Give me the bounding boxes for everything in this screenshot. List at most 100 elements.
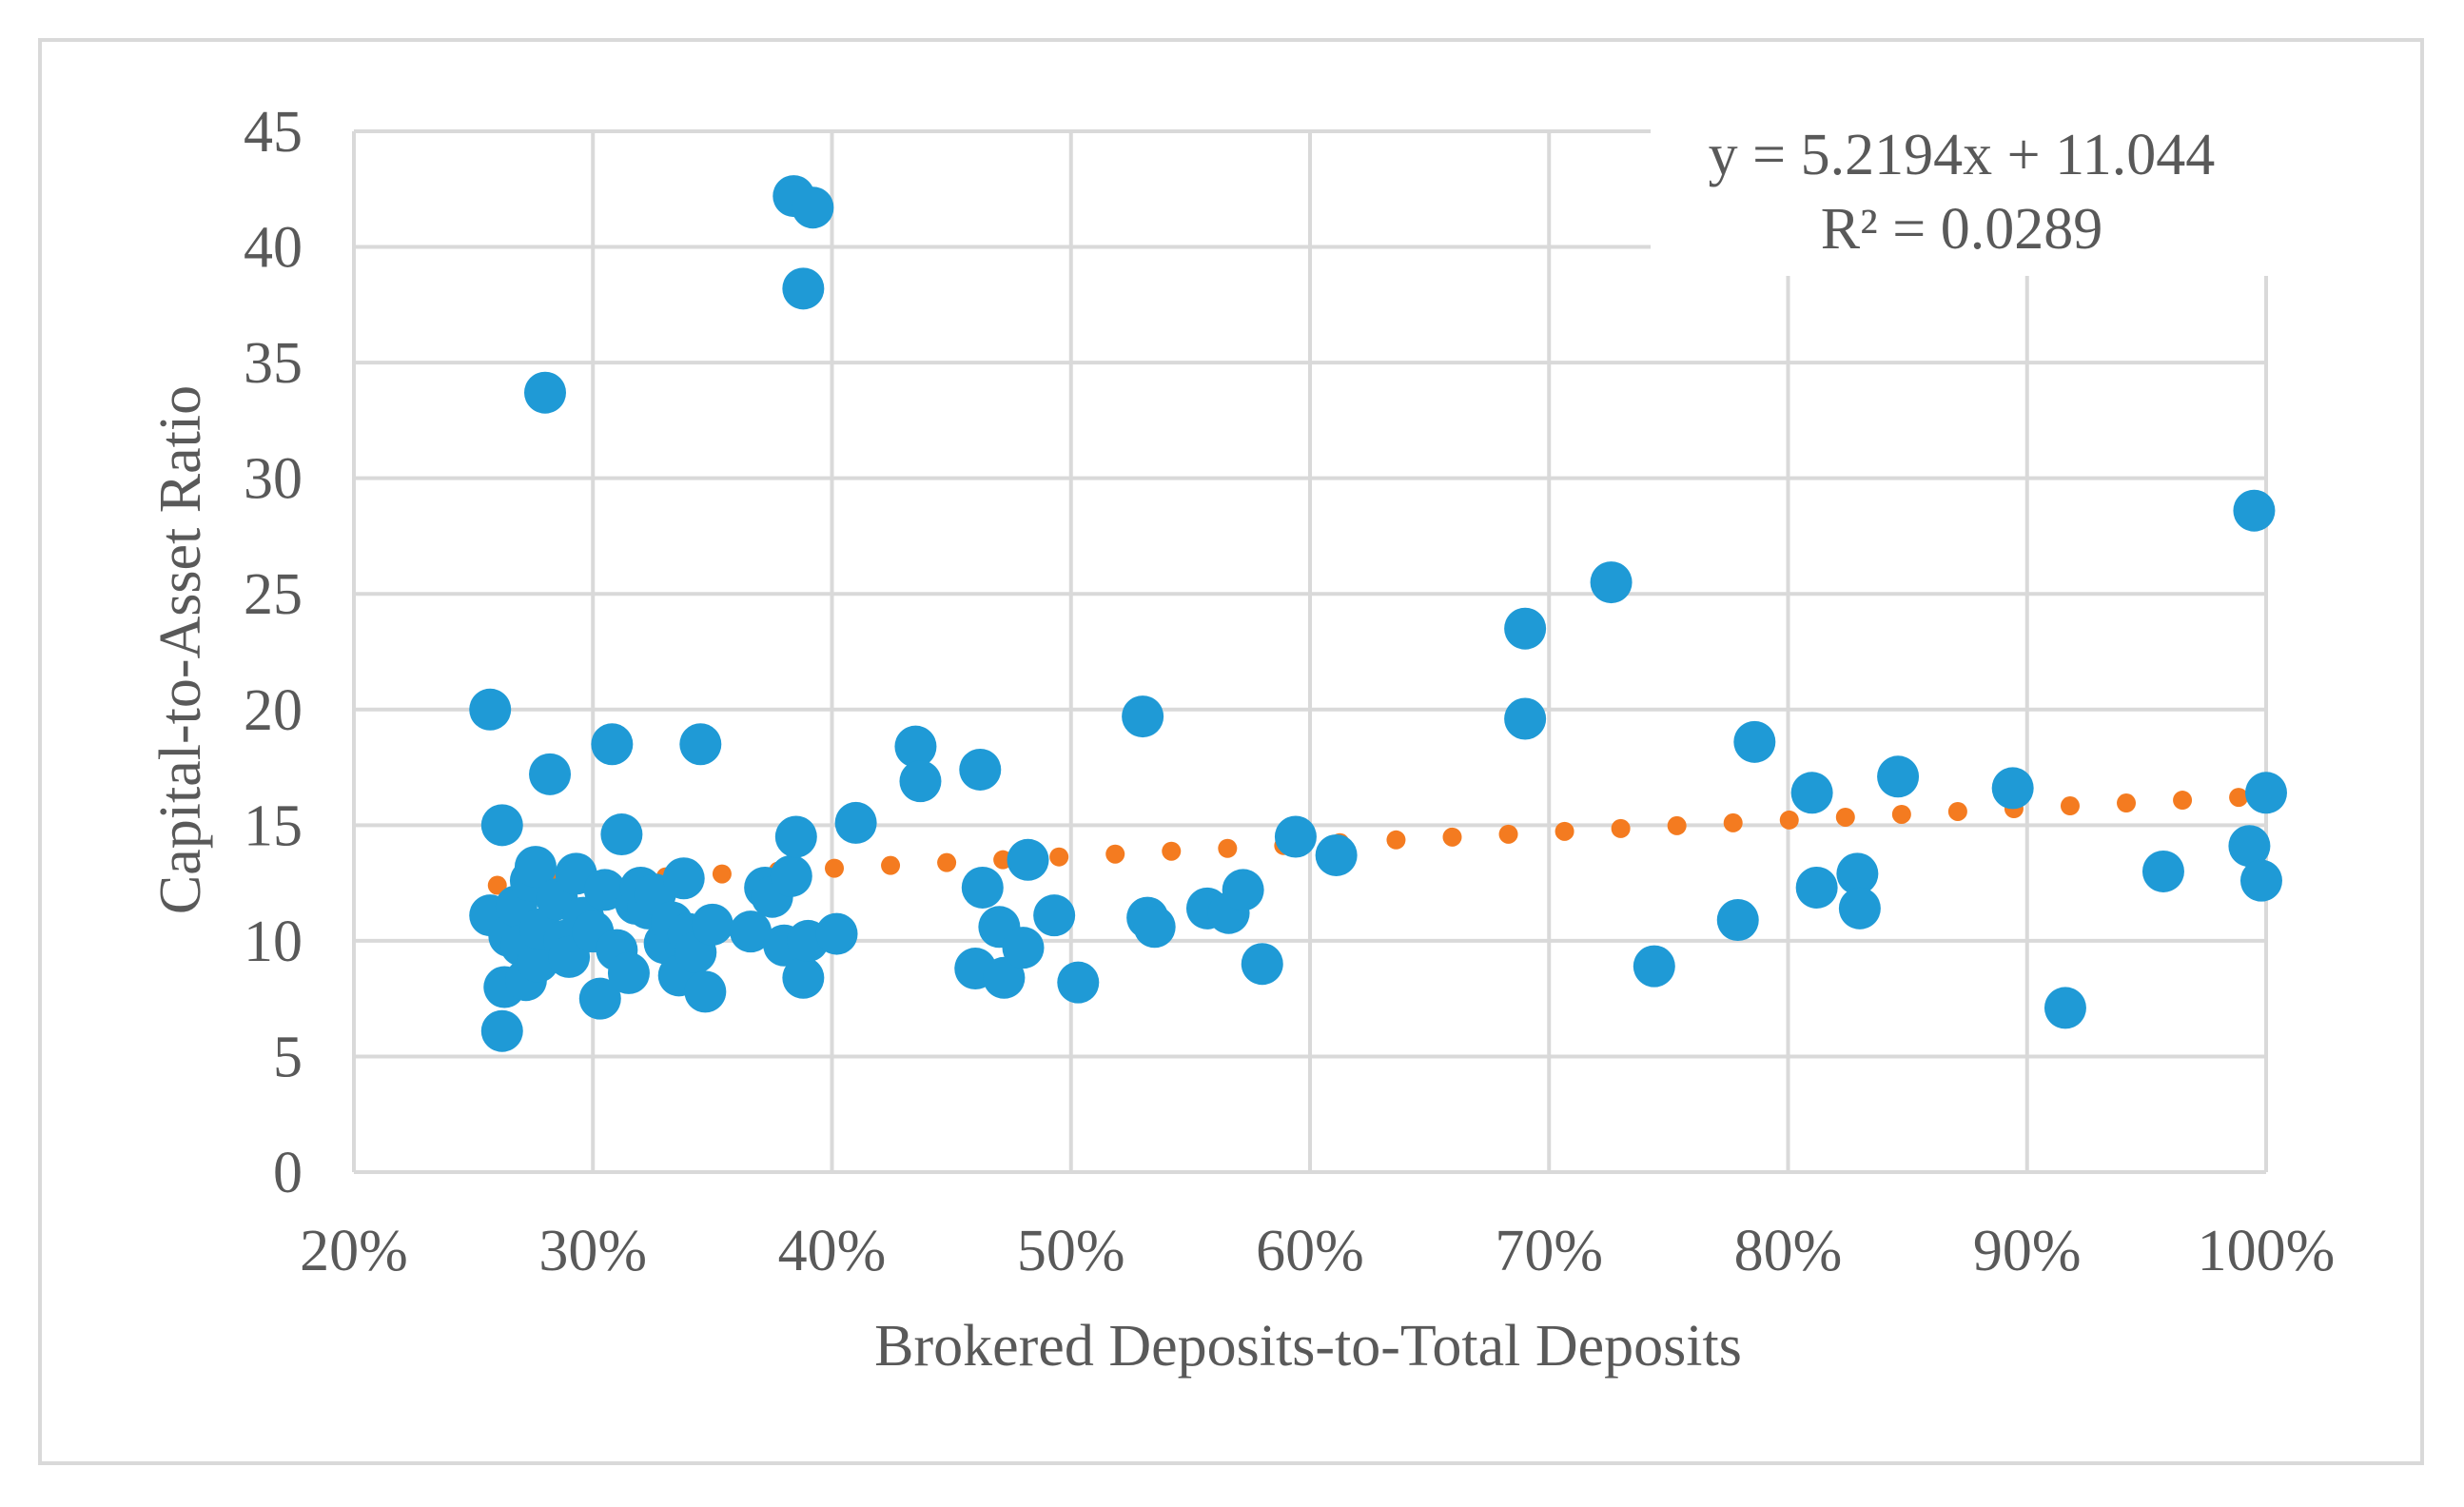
trendline-dot (1947, 801, 1967, 821)
y-tick-label: 10 (244, 910, 303, 974)
trendline-dot (712, 864, 732, 884)
y-tick-label: 35 (244, 331, 303, 396)
data-point (1122, 695, 1164, 738)
data-point (1274, 815, 1317, 858)
y-tick-label: 30 (244, 447, 303, 512)
data-point (1033, 894, 1076, 937)
x-tick-label: 20% (300, 1219, 408, 1283)
data-point (1991, 767, 2034, 810)
trendline-dot (2060, 796, 2080, 816)
y-tick-label: 20 (244, 678, 303, 743)
data-point (1504, 697, 1547, 740)
data-point (691, 903, 733, 946)
data-point (578, 977, 621, 1020)
trendline-dot (1049, 847, 1069, 867)
axis-layer: 20% 30% 40% 50% 60% 70% 80% 90% 100% 0 5 10 15 20 25 30… (244, 100, 2335, 1283)
data-point (774, 815, 817, 858)
data-point (782, 267, 825, 310)
x-axis-title: Brokered Deposits-to-Total Deposits (874, 1314, 1742, 1379)
trendline-dot (937, 852, 957, 872)
data-point (2245, 772, 2287, 814)
trendline-dot (1162, 841, 1182, 861)
trendline-equation: y = 5.2194x + 11.044 (1709, 123, 2216, 187)
y-tick-label: 40 (244, 216, 303, 281)
data-point (894, 725, 937, 768)
trendline-r-squared: R² = 0.0289 (1821, 197, 2102, 262)
data-point (1057, 961, 1100, 1004)
trendline-dot (1105, 844, 1125, 864)
x-tick-label: 80% (1734, 1219, 1843, 1283)
data-point (1590, 561, 1633, 604)
trendline-dot (1442, 827, 1462, 847)
x-tick-label: 40% (778, 1219, 887, 1283)
data-point (815, 912, 858, 955)
y-tick-label: 0 (273, 1141, 303, 1205)
x-tick-label: 50% (1017, 1219, 1125, 1283)
x-tick-label: 100% (2198, 1219, 2336, 1283)
trendline-dot (1386, 830, 1406, 850)
x-tick-label: 70% (1495, 1219, 1603, 1283)
trendline-dot (1723, 812, 1743, 832)
y-tick-label: 5 (273, 1025, 303, 1089)
data-point (961, 866, 1004, 909)
data-point (770, 854, 812, 897)
data-point (607, 951, 650, 994)
trendline-dot (1835, 807, 1855, 827)
grid-layer (352, 129, 2268, 1174)
data-point (2044, 987, 2086, 1029)
data-point (524, 371, 566, 414)
data-point (591, 723, 634, 766)
trendline-dot (1891, 804, 1911, 824)
trendline-dot (2173, 791, 2193, 811)
data-point (1133, 906, 1176, 949)
data-point (1836, 852, 1879, 895)
trendline-dot (2229, 788, 2249, 808)
y-tick-label: 45 (244, 100, 303, 165)
trendline-equation-box (1651, 114, 2274, 276)
data-point (2141, 850, 2184, 892)
data-point (1877, 755, 1920, 798)
x-tick-label: 60% (1256, 1219, 1364, 1283)
data-point (1716, 899, 1759, 942)
data-point (1222, 869, 1264, 911)
y-tick-label: 15 (244, 793, 303, 858)
data-point (1007, 838, 1049, 881)
data-point (1838, 887, 1881, 930)
data-point (792, 186, 834, 229)
trendline-dot (1555, 821, 1574, 841)
data-point (899, 760, 942, 803)
data-point (1633, 945, 1675, 988)
data-point (1733, 720, 1776, 763)
trendline-dot (1611, 818, 1631, 838)
trendline-dot (1779, 810, 1799, 830)
data-point (2233, 489, 2276, 532)
data-point (2228, 825, 2271, 868)
data-point (600, 813, 643, 856)
x-tick-label: 30% (538, 1219, 647, 1283)
data-points (469, 175, 2287, 1052)
data-point (834, 801, 877, 844)
x-tick-label: 90% (1973, 1219, 2082, 1283)
trendline-dot (1667, 815, 1687, 835)
trendline-dot (881, 855, 901, 875)
data-point (529, 753, 572, 795)
data-point (2239, 859, 2282, 902)
data-point (730, 910, 772, 953)
data-point (959, 748, 1002, 791)
trendline-dot (487, 875, 507, 895)
y-axis-title: Capital-to-Asset Ratio (148, 385, 213, 914)
data-point (514, 846, 557, 889)
data-point (480, 804, 523, 847)
data-point (983, 956, 1026, 999)
data-point (1315, 833, 1358, 876)
data-point (480, 1009, 523, 1052)
data-point (1002, 927, 1045, 969)
data-point (684, 970, 727, 1013)
y-tick-label: 25 (244, 562, 303, 627)
data-point (662, 857, 705, 900)
trendline-dot (825, 858, 845, 878)
trendline-dot (1498, 824, 1518, 844)
data-point (679, 723, 722, 766)
data-point (1795, 866, 1838, 909)
